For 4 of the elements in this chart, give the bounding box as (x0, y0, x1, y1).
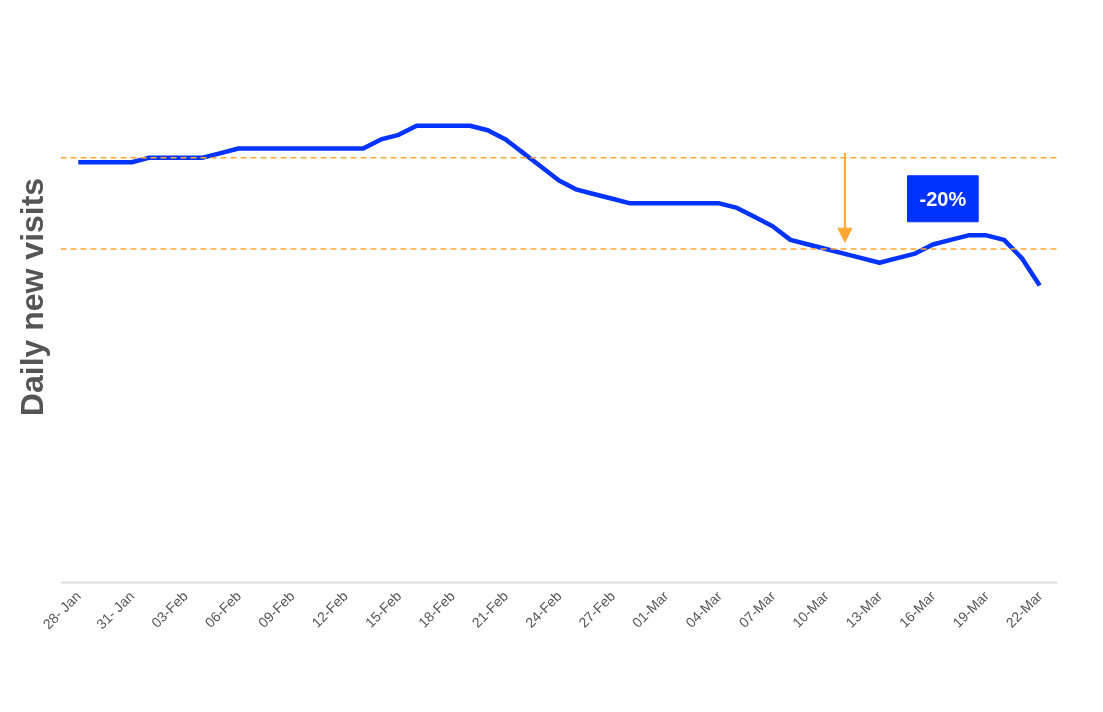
y-axis-title: Daily new visits (13, 177, 50, 417)
x-tick-label: 28- Jan (39, 587, 84, 633)
x-tick-label: 31- Jan (93, 587, 138, 633)
annotation: -20% (919, 187, 967, 210)
